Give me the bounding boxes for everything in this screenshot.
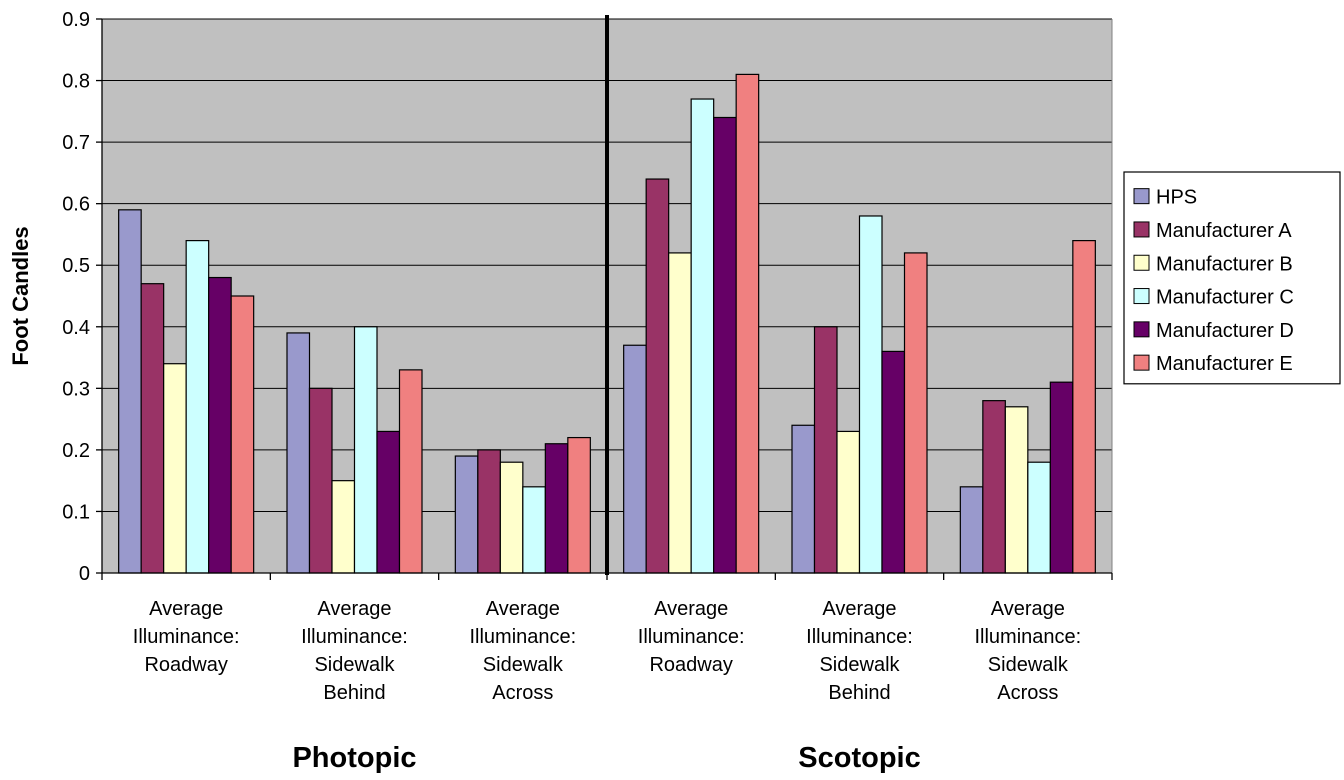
x-tick-label: Average Illuminance: Sidewalk Behind	[806, 598, 913, 704]
bar	[668, 252, 692, 574]
y-tick-label: 0.5	[62, 255, 90, 277]
legend-label: Manufacturer C	[1156, 287, 1294, 309]
bar	[1049, 381, 1074, 574]
bar	[230, 295, 255, 574]
bar	[499, 461, 524, 574]
bar	[959, 486, 984, 574]
bar	[735, 73, 760, 574]
bar	[713, 116, 737, 574]
bar	[398, 369, 423, 574]
group-label: Photopic	[292, 742, 416, 774]
bar	[353, 326, 378, 574]
y-tick-label: 0	[79, 563, 90, 585]
legend: HPS Manufacturer A Manufacturer B Manufactu…	[1123, 171, 1341, 385]
bar	[982, 400, 1006, 574]
bar	[208, 276, 232, 574]
legend-swatch	[1133, 188, 1150, 205]
y-tick-label: 0.6	[62, 194, 90, 216]
bar	[163, 363, 187, 574]
x-tick-label: Average Illuminance: Sidewalk Behind	[301, 598, 408, 704]
legend-label: Manufacturer D	[1156, 320, 1294, 342]
bar	[118, 209, 142, 574]
y-tick-label: 0.1	[62, 501, 90, 523]
bar	[286, 332, 311, 574]
legend-swatch	[1133, 254, 1150, 271]
y-tick-label: 0.7	[62, 132, 90, 154]
legend-swatch	[1133, 221, 1150, 238]
bar	[1004, 406, 1029, 574]
bar	[1072, 240, 1096, 574]
bar	[836, 430, 861, 574]
plot-area	[102, 15, 1113, 575]
legend-label: HPS	[1156, 187, 1197, 209]
bar	[858, 215, 883, 574]
legend-swatch	[1133, 321, 1150, 338]
bar	[903, 252, 928, 574]
x-tick-label: Average Illuminance: Sidewalk Across	[469, 598, 576, 704]
bar	[567, 436, 591, 574]
legend-label: Manufacturer A	[1156, 220, 1292, 242]
group-label: Scotopic	[798, 742, 920, 774]
axes: 0 0.1 0.2 0.3 0.4 0.5 0.6 0.7 0.8 0.9 Average Illum…	[62, 9, 1113, 774]
bar	[185, 240, 210, 574]
x-tick-label: Average Illuminance: Roadway	[133, 598, 240, 676]
y-axis-label: Foot Candles	[8, 226, 33, 365]
legend-swatch	[1133, 354, 1150, 371]
legend-label: Manufacturer E	[1156, 353, 1293, 375]
y-tick-label: 0.9	[62, 9, 90, 31]
x-tick-label: Average Illuminance: Roadway	[638, 598, 745, 676]
bar	[376, 430, 401, 574]
bar	[623, 344, 647, 574]
bar	[331, 480, 356, 574]
bar	[308, 387, 333, 574]
y-tick-label: 0.3	[62, 378, 90, 400]
legend-label: Manufacturer B	[1156, 253, 1293, 275]
bar	[522, 486, 546, 574]
y-tick-label: 0.8	[62, 71, 90, 93]
bar	[477, 449, 501, 574]
bar	[813, 326, 838, 574]
bar	[1027, 461, 1051, 574]
bar	[791, 424, 816, 574]
bar	[454, 455, 479, 574]
legend-swatch	[1133, 288, 1150, 305]
y-tick-label: 0.4	[62, 317, 90, 339]
legend-box	[1123, 171, 1341, 385]
bar	[645, 178, 670, 574]
bar	[544, 443, 569, 574]
x-tick-label: Average Illuminance: Sidewalk Across	[974, 598, 1081, 704]
bar	[690, 98, 715, 574]
y-tick-label: 0.2	[62, 440, 90, 462]
bar	[881, 350, 906, 574]
bar	[140, 283, 165, 574]
